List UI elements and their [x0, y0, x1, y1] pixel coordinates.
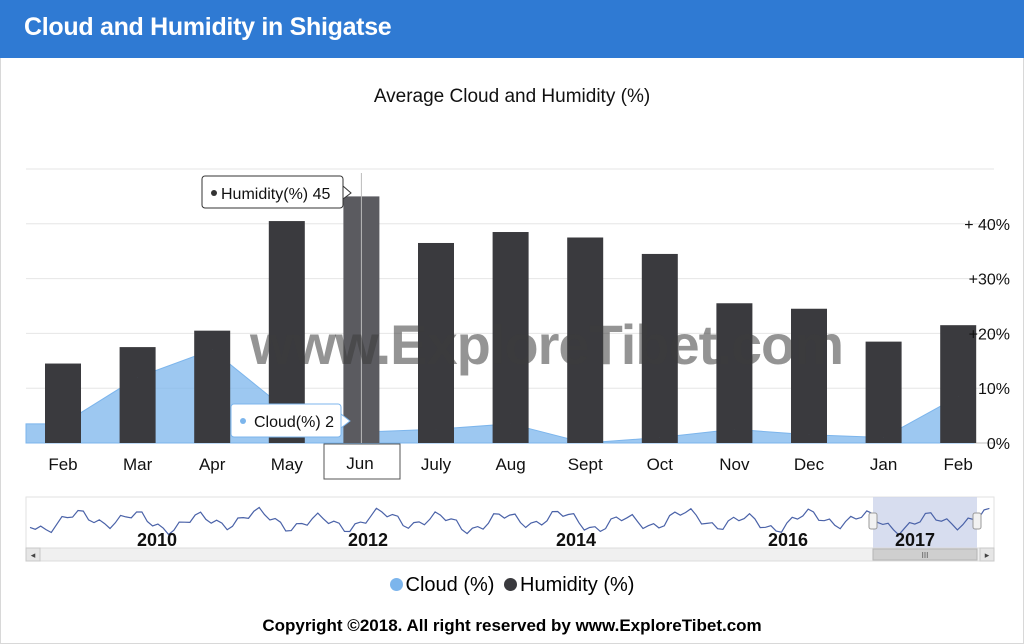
humidity-bar[interactable]: [119, 347, 156, 443]
navigator-year-label: 2010: [137, 530, 177, 550]
navigator-series-line: [29, 506, 990, 536]
humidity-tooltip-text: Humidity(%) 45: [221, 186, 330, 203]
chart-legend: Cloud (%) Humidity (%): [0, 574, 1024, 597]
humidity-bar[interactable]: [45, 363, 81, 443]
humidity-bar[interactable]: [716, 303, 753, 443]
navigator-year-label: 2017: [895, 530, 935, 550]
x-tick-label: Feb: [48, 455, 77, 474]
x-tick-label: Sept: [568, 455, 603, 474]
humidity-bar[interactable]: [567, 237, 604, 444]
navigator-handle[interactable]: [868, 512, 878, 530]
navigator-scrollbar-track[interactable]: [25, 547, 995, 562]
x-tick-label: Oct: [647, 455, 674, 474]
navigator-scrollbar-thumb[interactable]: [872, 548, 978, 561]
humidity-bar[interactable]: [791, 308, 827, 443]
cloud-tooltip-marker: [240, 418, 246, 424]
humidity-bar[interactable]: [940, 325, 977, 443]
x-tick-label: Mar: [123, 455, 153, 474]
x-tick-label: July: [421, 455, 452, 474]
scroll-left-arrow-icon: ◂: [31, 551, 36, 561]
x-tick-label: May: [271, 455, 304, 474]
y-tick-label: + 40%: [964, 217, 1010, 234]
scrollbar-grip: III: [922, 551, 929, 560]
legend-cloud-label: Cloud (%): [405, 574, 495, 596]
humidity-bar[interactable]: [492, 232, 529, 443]
humidity-tooltip-pointer: [342, 184, 352, 200]
copyright-text: Copyright ©2018. All right reserved by w…: [262, 616, 762, 635]
navigator-year-label: 2016: [768, 530, 808, 550]
legend-item-cloud[interactable]: Cloud (%): [389, 574, 495, 597]
legend-cloud-marker: [389, 578, 403, 591]
y-tick-label: 0%: [987, 436, 1010, 453]
legend-humidity-label: Humidity (%): [520, 574, 635, 596]
humidity-bar[interactable]: [865, 341, 902, 443]
page-title: Cloud and Humidity in Shigatse: [24, 13, 392, 41]
legend-humidity-marker: [504, 578, 518, 591]
x-label-highlight-box: [323, 443, 401, 480]
x-tick-label: Nov: [719, 455, 750, 474]
cloud-tooltip-text: Cloud(%) 2: [254, 414, 334, 431]
y-tick-label: +30%: [969, 272, 1010, 289]
scroll-right-button[interactable]: [979, 547, 995, 562]
humidity-bar[interactable]: [641, 253, 678, 443]
x-tick-label: Aug: [495, 455, 525, 474]
navigator-handle[interactable]: [972, 512, 982, 530]
scroll-left-button[interactable]: [25, 547, 41, 562]
x-tick-label: Dec: [794, 455, 825, 474]
scroll-right-arrow-icon: ▸: [985, 551, 990, 561]
y-tick-label: +20%: [969, 326, 1010, 343]
humidity-tooltip-marker: [211, 190, 217, 196]
x-tick-label: Jan: [870, 455, 897, 474]
page-header: Cloud and Humidity in Shigatse: [0, 0, 1024, 58]
cloud-tooltip-pointer: [340, 412, 351, 430]
legend-item-humidity[interactable]: Humidity (%): [504, 574, 634, 597]
x-tick-label: Apr: [199, 455, 226, 474]
navigator-selection[interactable]: [873, 497, 977, 548]
humidity-bar[interactable]: [418, 242, 454, 443]
navigator-year-label: 2014: [556, 530, 596, 550]
humidity-bar[interactable]: [194, 330, 231, 443]
navigator-year-label: 2012: [348, 530, 388, 550]
x-label-highlight-text: Jun: [346, 454, 373, 473]
chart-title: Average Cloud and Humidity (%): [373, 86, 651, 107]
y-tick-label: 10%: [978, 381, 1010, 398]
x-tick-label: Feb: [944, 455, 973, 474]
